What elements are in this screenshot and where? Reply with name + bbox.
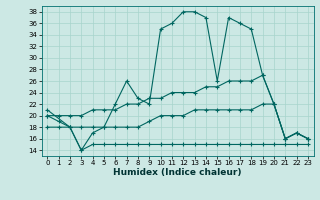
X-axis label: Humidex (Indice chaleur): Humidex (Indice chaleur) (113, 168, 242, 177)
